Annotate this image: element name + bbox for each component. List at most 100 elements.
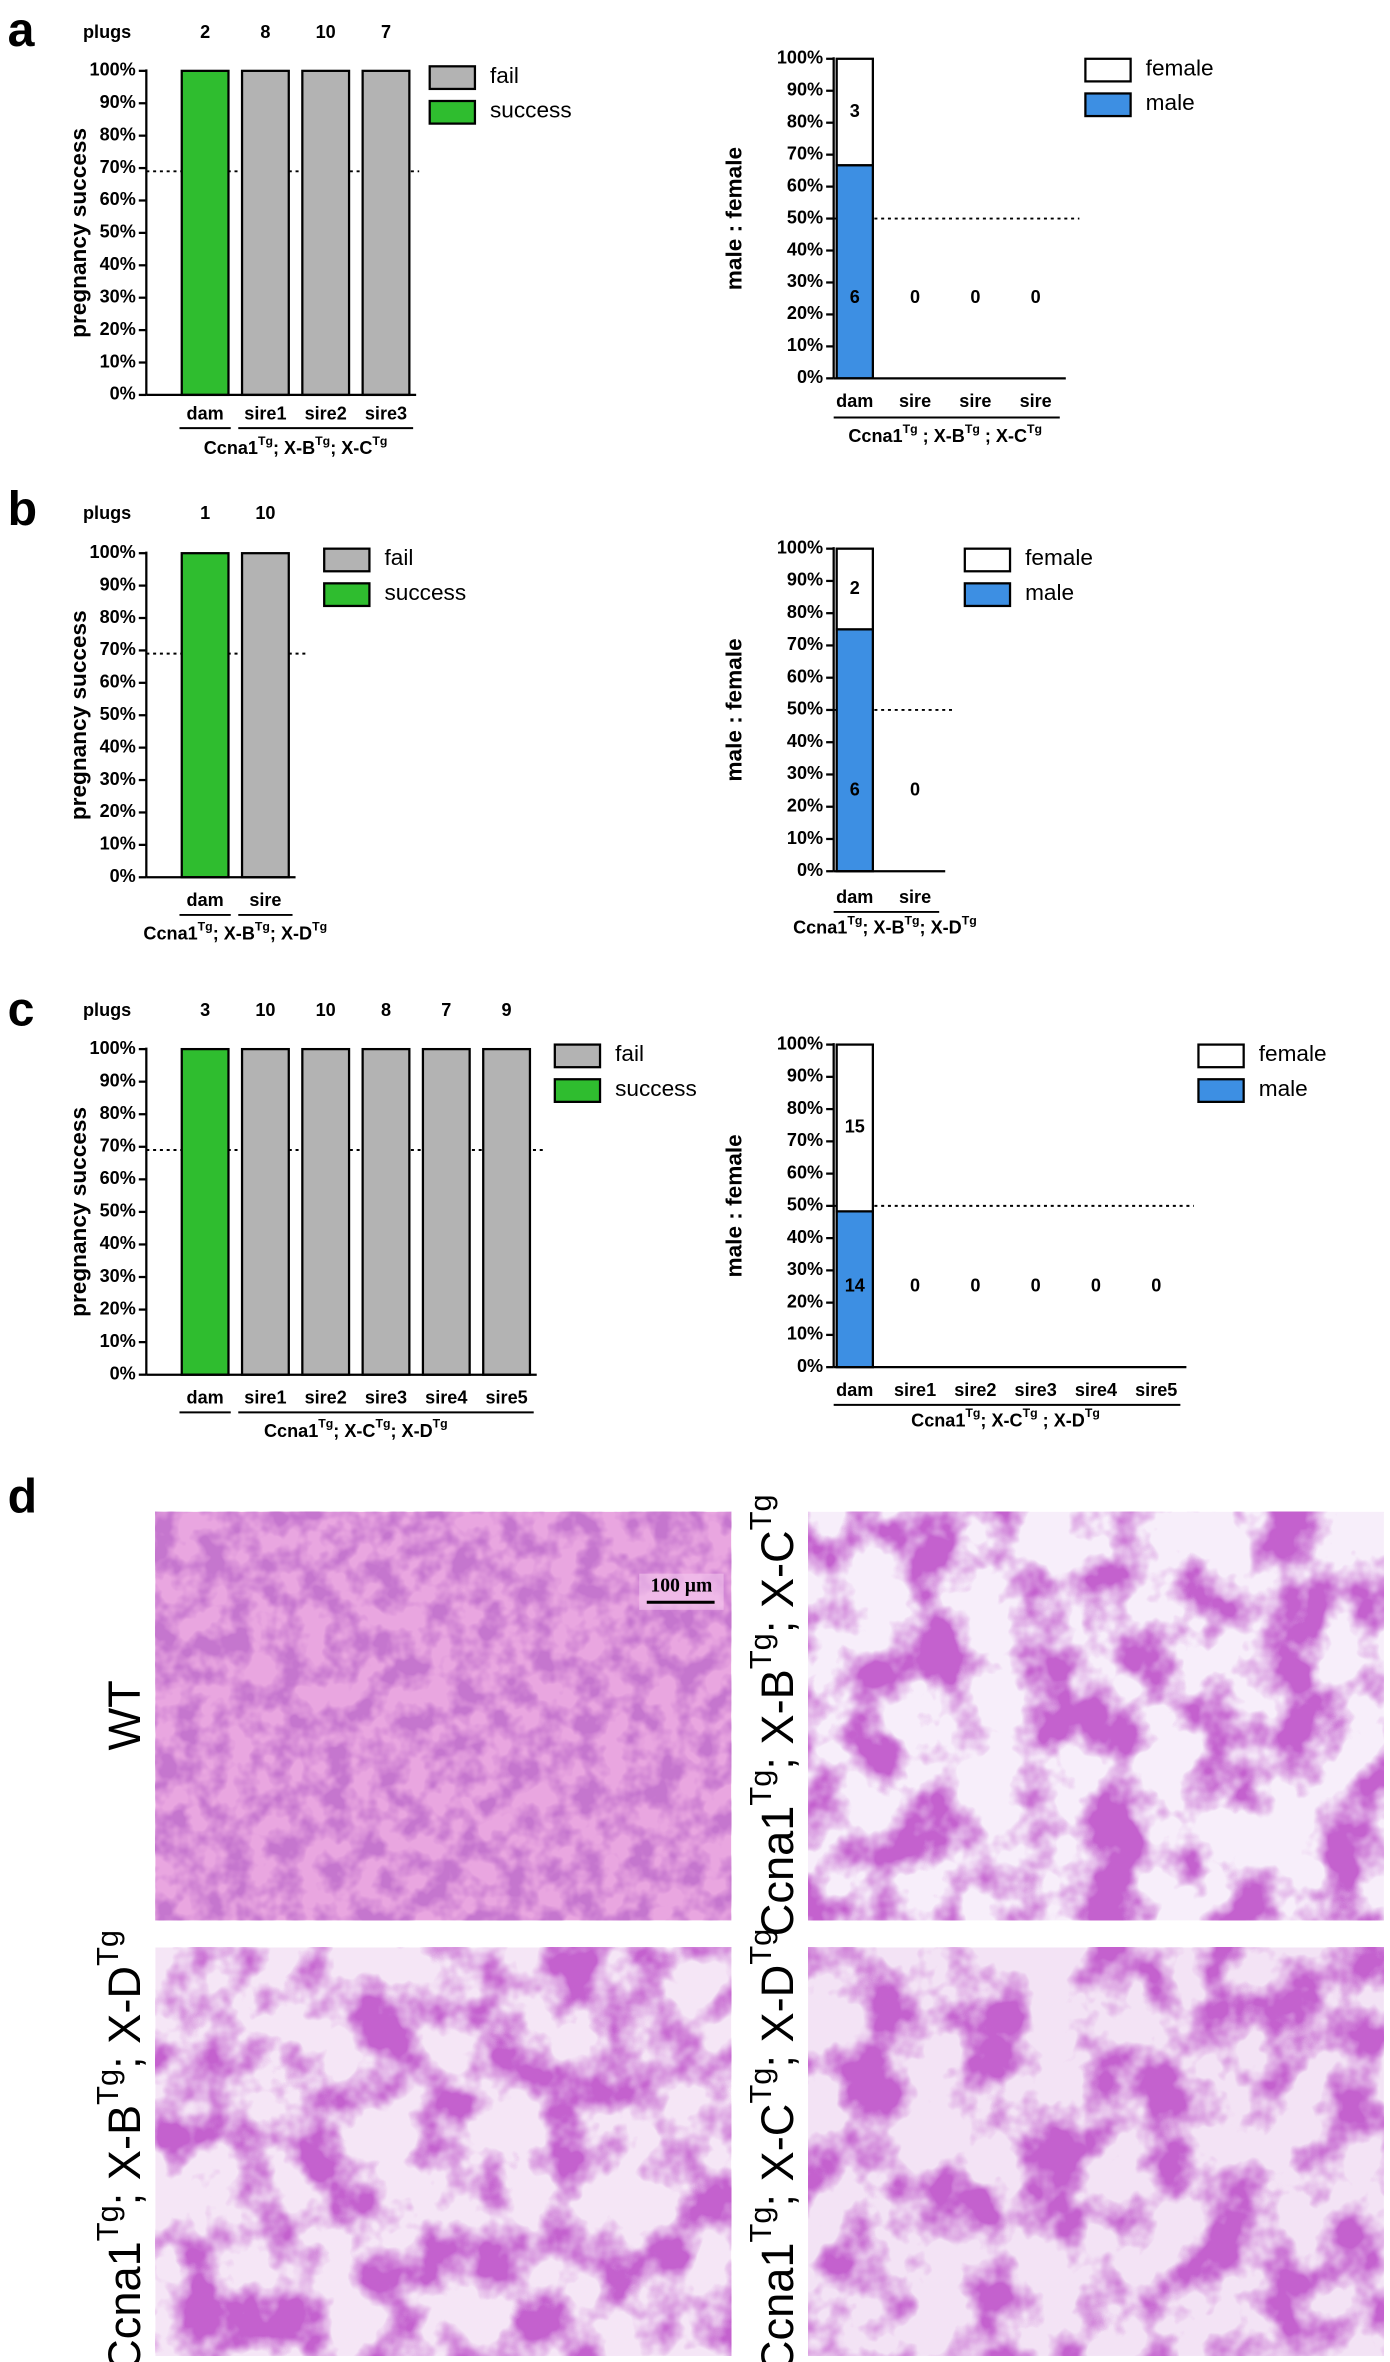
group-label: Ccna1Tg​; X-BTg​; X-DTg​ <box>143 920 327 944</box>
y-tick-label: 70% <box>100 157 136 177</box>
count-label: 0 <box>1151 1275 1161 1295</box>
superscript: Tg <box>743 1494 778 1530</box>
x-tick-label: dam <box>836 887 873 907</box>
label-part: ; X-C <box>330 438 372 458</box>
legend-swatch <box>1197 1078 1245 1103</box>
panel-letter: a <box>8 3 36 57</box>
superscript: Tg <box>1085 1406 1100 1420</box>
y-tick-label: 10% <box>100 351 136 371</box>
y-tick-label: 40% <box>100 1233 136 1253</box>
y-tick-label: 70% <box>787 1130 823 1150</box>
plugs-count: 10 <box>255 503 275 523</box>
plugs-count: 10 <box>255 1000 275 1020</box>
y-tick-label: 40% <box>100 736 136 756</box>
y-tick-label: 60% <box>100 672 136 692</box>
legend-label: success <box>490 98 572 123</box>
bar-segment <box>482 1047 532 1376</box>
superscript: Tg <box>743 1929 778 1965</box>
legend-swatch <box>428 65 477 91</box>
group-label: Ccna1Tg​; X-CTg​; X-DTg​ <box>264 1417 448 1441</box>
y-tick-label: 70% <box>100 639 136 659</box>
y-tick-label: 80% <box>787 602 823 622</box>
y-tick-label: 80% <box>100 607 136 627</box>
label-part: ; X-B <box>918 426 965 446</box>
histology-texture <box>808 1947 1384 2356</box>
y-tick-label: 100% <box>777 537 823 557</box>
superscript: Tg <box>1023 1406 1038 1420</box>
x-tick-label: dam <box>836 391 873 411</box>
bar-segment <box>180 552 230 879</box>
x-tick-label: sire <box>899 391 931 411</box>
plugs-count: 10 <box>316 22 336 42</box>
x-tick-label: sire <box>899 887 931 907</box>
label-part: Ccna1 <box>99 2241 150 2362</box>
panel-letter: b <box>8 482 37 536</box>
y-tick-label: 50% <box>787 1195 823 1215</box>
y-tick-label: 0% <box>797 860 823 880</box>
legend-label: fail <box>384 545 413 570</box>
label-part: Ccna1 <box>143 923 197 943</box>
x-tick-label: sire1 <box>894 1380 936 1400</box>
count-label: 0 <box>1091 1275 1101 1295</box>
x-tick-label: sire5 <box>1135 1380 1177 1400</box>
label-part: ; X-B <box>213 923 255 943</box>
plugs-count: 7 <box>381 22 391 42</box>
legend-swatch <box>428 99 477 125</box>
image-label: Ccna1Tg​; X-BTg​; X-DTg​ <box>90 1930 150 2362</box>
legend-swatch <box>963 582 1012 608</box>
y-tick-label: 80% <box>787 1098 823 1118</box>
y-tick-label: 20% <box>787 796 823 816</box>
histology-texture <box>808 1511 1384 1921</box>
x-tick-label: sire4 <box>1075 1380 1117 1400</box>
legend-label: success <box>615 1076 697 1101</box>
plugs-count: 8 <box>260 22 270 42</box>
plugs-label: plugs <box>83 503 131 523</box>
bar-segment <box>361 69 411 397</box>
legend-label: female <box>1259 1041 1327 1066</box>
x-tick-label: sire4 <box>425 1388 467 1408</box>
group-label: Ccna1Tg​; X-BTg​; X-CTg​ <box>204 434 388 458</box>
legend-swatch <box>1084 57 1132 83</box>
y-tick-label: 60% <box>787 1162 823 1182</box>
y-tick-label: 10% <box>100 834 136 854</box>
bar-segment <box>301 69 351 397</box>
y-tick-label: 60% <box>787 666 823 686</box>
count-label: 2 <box>850 578 860 598</box>
plugs-count: 8 <box>381 1000 391 1020</box>
bar-segment <box>180 1047 230 1376</box>
image-label: Ccna1Tg​; X-CTg​; X-DTg​ <box>743 1929 803 2362</box>
x-tick-label: sire1 <box>244 403 286 423</box>
y-tick-label: 20% <box>787 1291 823 1311</box>
x-tick-label: dam <box>187 890 224 910</box>
y-tick-label: 60% <box>100 1168 136 1188</box>
superscript: Tg <box>90 1930 125 1966</box>
y-tick-label: 90% <box>100 1070 136 1090</box>
y-tick-label: 100% <box>90 1038 136 1058</box>
y-tick-label: 0% <box>797 367 823 387</box>
group-label: Ccna1Tg​; X-CTg​ ; X-DTg​ <box>911 1406 1100 1430</box>
superscript: Tg <box>905 914 920 928</box>
y-tick-label: 90% <box>787 80 823 100</box>
y-tick-label: 60% <box>787 175 823 195</box>
y-tick-label: 50% <box>787 699 823 719</box>
superscript: Tg <box>743 1633 778 1669</box>
legend-swatch <box>963 547 1012 573</box>
count-label: 0 <box>1031 287 1041 307</box>
legend-label: male <box>1146 90 1195 115</box>
group-label: Ccna1Tg​ ; X-BTg​ ; X-CTg​ <box>848 422 1042 446</box>
bar-segment <box>835 547 874 631</box>
superscript: Tg <box>1027 422 1042 436</box>
plugs-label: plugs <box>83 22 131 42</box>
label-part: ; X-D <box>390 1421 432 1441</box>
label-part: Ccna1 <box>204 438 258 458</box>
bar-segment <box>180 69 230 397</box>
bar-segment <box>421 1047 471 1376</box>
label-part: ; X-C <box>980 426 1027 446</box>
x-tick-label: sire <box>1020 391 1052 411</box>
x-tick-label: sire <box>959 391 991 411</box>
panel-letter: c <box>8 983 35 1037</box>
legend-swatch <box>1197 1043 1245 1069</box>
y-tick-label: 40% <box>787 239 823 259</box>
y-tick-label: 10% <box>787 828 823 848</box>
x-tick-label: sire3 <box>1015 1380 1057 1400</box>
